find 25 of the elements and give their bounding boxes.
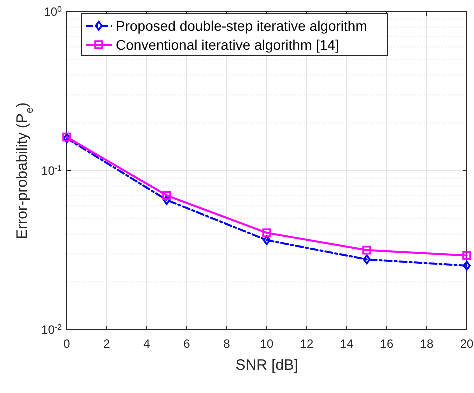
y-tick-label: 10$^{-1}$ xyxy=(42,164,63,178)
x-tick-label: 16 xyxy=(380,337,394,351)
point xyxy=(363,254,371,265)
x-tick-label: 0 xyxy=(64,337,71,351)
legend-label: Conventional iterative algorithm [14] xyxy=(116,37,340,53)
point xyxy=(462,251,472,260)
point xyxy=(263,236,271,246)
x-tick-label: 2 xyxy=(104,337,111,351)
x-tick-label: 4 xyxy=(144,337,151,351)
x-tick-label: 20 xyxy=(460,337,474,351)
x-tick-label: 8 xyxy=(224,337,231,351)
point xyxy=(463,261,471,271)
x-tick-label: 6 xyxy=(184,337,191,351)
point xyxy=(262,228,272,238)
point xyxy=(362,246,372,255)
legend-label: Proposed double-step iterative algorithm xyxy=(116,18,368,34)
y-tick-label: 10$^{0}$ xyxy=(44,4,63,19)
point xyxy=(162,191,172,200)
y-tick-label: 10$^{-2}$ xyxy=(42,322,63,337)
point xyxy=(163,195,171,206)
x-tick-label: 10 xyxy=(260,337,274,351)
x-tick-label: 14 xyxy=(340,337,354,351)
x-tick-label: 12 xyxy=(300,337,314,351)
x-axis-title: SNR [dB] xyxy=(236,357,298,374)
x-tick-label: 18 xyxy=(420,337,434,351)
